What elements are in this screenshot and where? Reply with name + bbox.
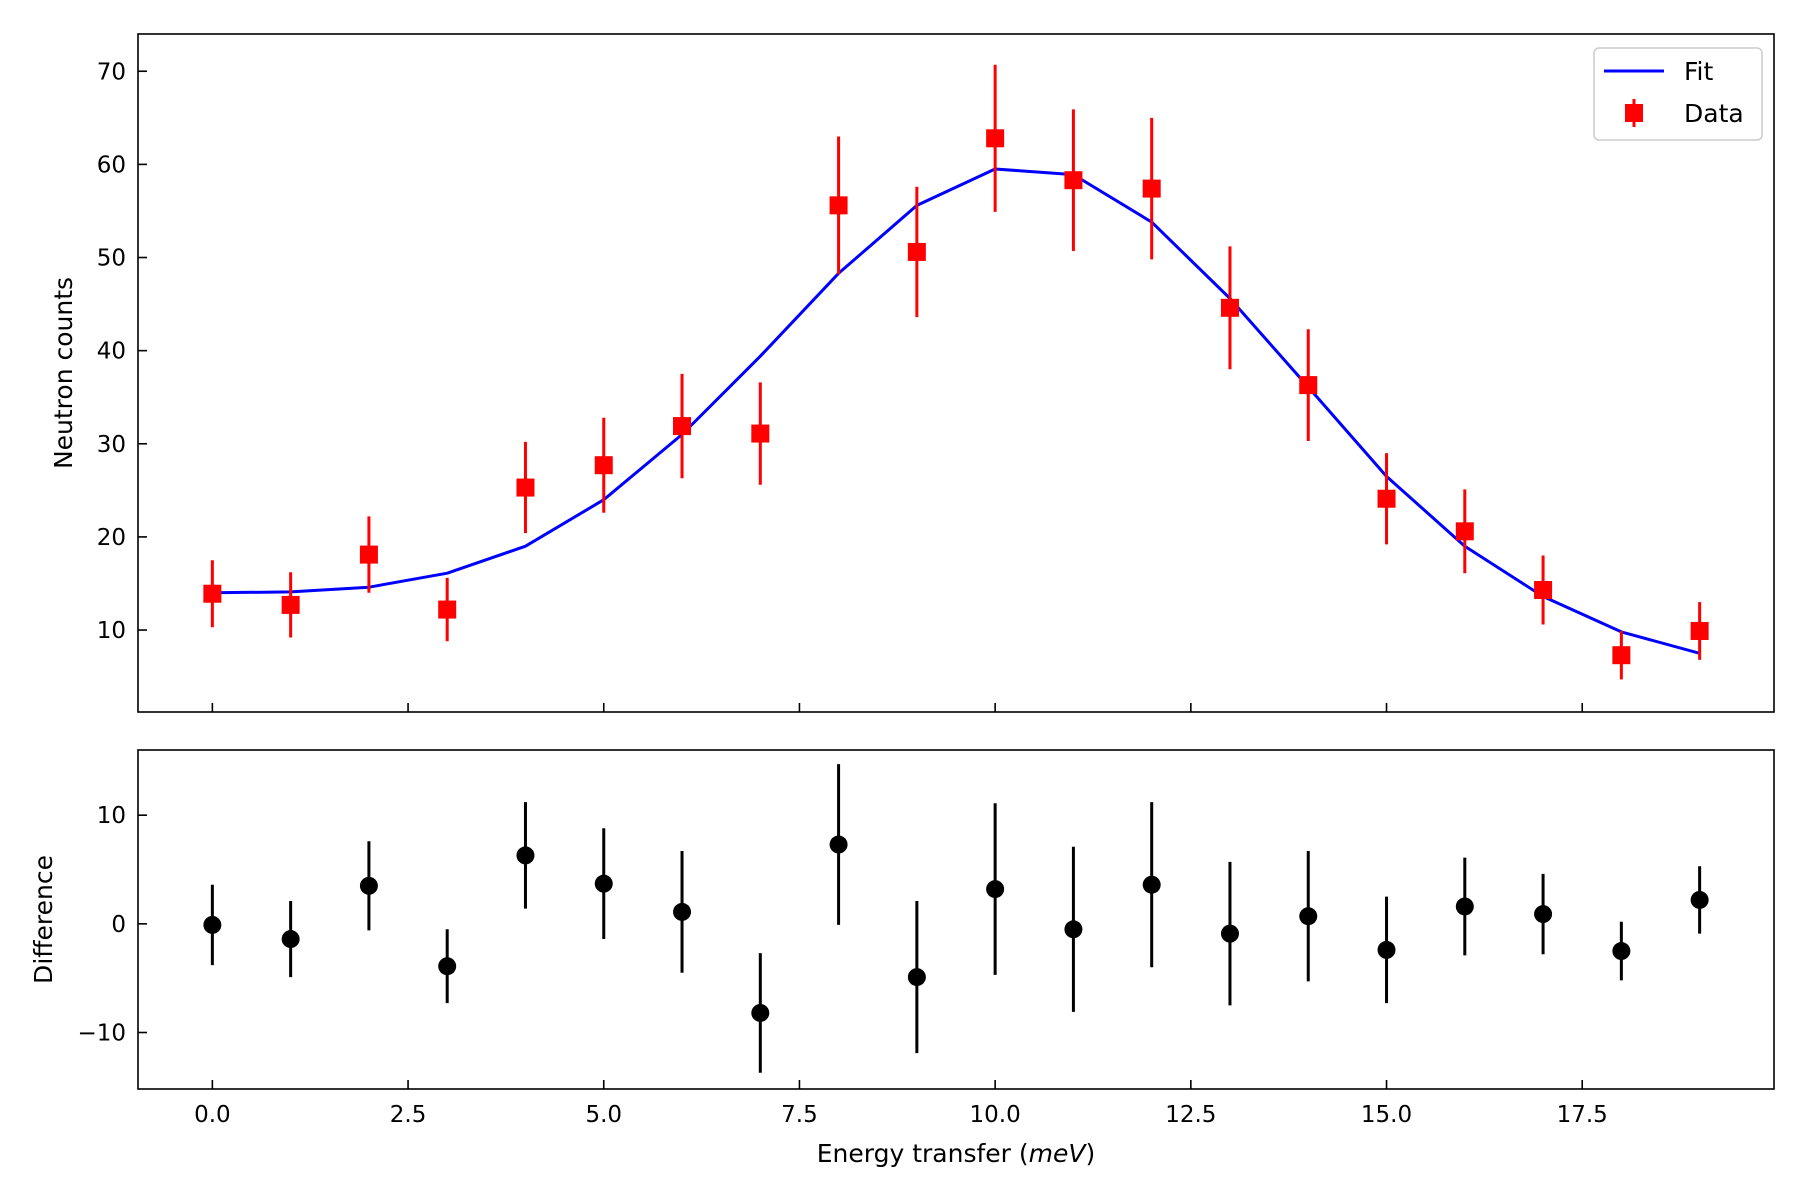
difference-point-18 [1612, 942, 1631, 961]
data-point-9 [907, 242, 926, 261]
top-y-tick-label-5: 60 [97, 152, 126, 178]
bottom-x-tick-label-5: 12.5 [1165, 1102, 1216, 1128]
data-point-7 [751, 424, 770, 443]
legend-data-label: Data [1684, 99, 1744, 128]
data-point-11 [1064, 171, 1083, 190]
difference-point-15 [1377, 940, 1396, 959]
bottom-y-tick-label-1: 0 [111, 912, 126, 938]
bottom-y-axis-label: Difference [29, 855, 58, 984]
difference-point-10 [986, 880, 1005, 899]
difference-point-16 [1455, 897, 1474, 916]
bottom-x-tick-label-3: 7.5 [781, 1102, 818, 1128]
data-point-10 [986, 129, 1005, 148]
data-point-14 [1299, 376, 1318, 395]
data-point-6 [673, 417, 692, 436]
data-point-18 [1612, 646, 1631, 665]
data-point-1 [281, 595, 300, 614]
bottom-x-tick-label-7: 17.5 [1557, 1102, 1608, 1128]
bottom-x-tick-label-4: 10.0 [970, 1102, 1021, 1128]
difference-point-9 [907, 968, 926, 987]
data-point-15 [1377, 489, 1396, 508]
top-y-tick-label-4: 50 [97, 246, 126, 272]
bottom-x-tick-label-6: 15.0 [1361, 1102, 1412, 1128]
x-axis-label: Energy transfer (meV) [817, 1139, 1096, 1168]
difference-point-8 [829, 835, 848, 854]
difference-point-19 [1690, 890, 1709, 909]
data-point-16 [1455, 522, 1474, 541]
difference-point-2 [359, 876, 378, 895]
bottom-y-tick-label-2: 10 [97, 803, 126, 829]
bottom-ticks: 0.0 2.5 5.0 7.5 10.0 12.5 15.0 17.5 −10 0 10 [77, 803, 1607, 1128]
difference-point-11 [1064, 920, 1083, 939]
data-point-5 [594, 456, 613, 475]
x-axis-label-unit: meV [1029, 1139, 1088, 1168]
data-point-8 [829, 196, 848, 215]
top-y-tick-label-3: 40 [97, 339, 126, 365]
bottom-plot-marks [203, 764, 1709, 1073]
data-point-13 [1220, 298, 1239, 317]
data-point-2 [359, 545, 378, 564]
top-y-tick-label-2: 30 [97, 432, 126, 458]
top-y-tick-label-1: 20 [97, 525, 126, 551]
top-y-axis-label: Neutron counts [49, 277, 78, 469]
fit-line [212, 167, 1700, 655]
data-point-12 [1142, 179, 1161, 198]
x-axis-label-suffix: ) [1085, 1139, 1095, 1168]
legend-fit-label: Fit [1684, 57, 1714, 86]
data-point-17 [1534, 580, 1553, 599]
difference-point-14 [1299, 907, 1318, 926]
bottom-plot-frame [137, 749, 1775, 1090]
difference-point-12 [1142, 875, 1161, 894]
legend: Fit Data [1593, 47, 1763, 141]
legend-data-marker-swatch [1625, 104, 1643, 122]
bottom-x-tick-label-2: 5.0 [585, 1102, 622, 1128]
difference-point-1 [281, 930, 300, 949]
difference-point-0 [203, 915, 222, 934]
data-point-19 [1690, 621, 1709, 640]
top-plot-marks [203, 64, 1709, 680]
top-y-tick-label-0: 10 [97, 618, 126, 644]
difference-point-5 [594, 874, 613, 893]
difference-point-7 [751, 1003, 770, 1022]
bottom-y-tick-label-0: −10 [77, 1021, 126, 1047]
top-ticks: 10 20 30 40 50 60 70 [97, 59, 1584, 712]
bottom-x-tick-label-0: 0.0 [194, 1102, 231, 1128]
x-axis-label-prefix: Energy transfer ( [817, 1139, 1029, 1168]
data-point-0 [203, 584, 222, 603]
difference-point-13 [1220, 924, 1239, 943]
top-panel: 10 20 30 40 50 60 70 Neutron counts Fit Data [49, 33, 1775, 713]
difference-point-6 [673, 902, 692, 921]
difference-point-3 [438, 957, 457, 976]
top-y-tick-label-6: 70 [97, 59, 126, 85]
difference-point-4 [516, 846, 535, 865]
top-plot-frame [137, 33, 1775, 713]
data-point-3 [438, 600, 457, 619]
data-point-4 [516, 478, 535, 497]
bottom-x-tick-label-1: 2.5 [390, 1102, 427, 1128]
difference-point-17 [1534, 905, 1553, 924]
bottom-panel: 0.0 2.5 5.0 7.5 10.0 12.5 15.0 17.5 −10 0 10 Diffe… [29, 749, 1775, 1168]
